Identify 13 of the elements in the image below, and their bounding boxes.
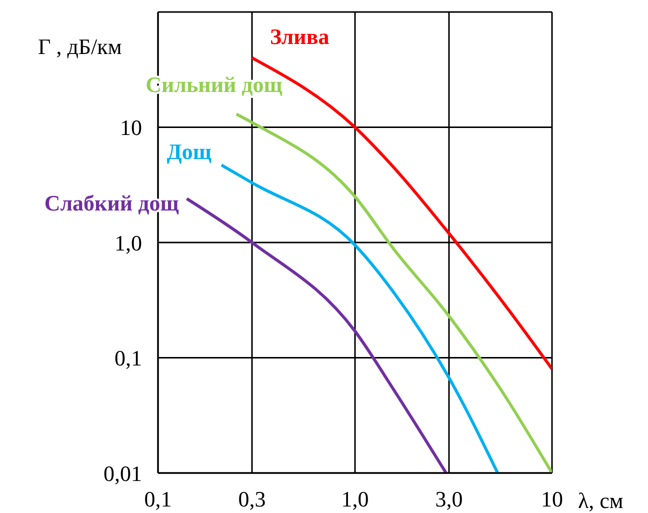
x-tick-label: 1,0 [341,486,369,512]
y-axis-title: Г , дБ/км [38,34,122,60]
x-tick-label: 0,3 [238,486,266,512]
series-label: Дощ [166,139,212,164]
series-label: Злива [270,24,330,49]
x-tick-label: 3,0 [435,486,463,512]
x-tick-label: 10 [541,486,563,512]
y-tick-label: 1,0 [114,230,142,256]
x-tick-label: 0,1 [144,486,172,512]
x-axis-title: λ, см [578,488,624,513]
y-tick-label: 0,1 [114,346,142,371]
y-tick-label: 10 [120,115,142,140]
y-tick-label: 0,01 [104,460,142,486]
